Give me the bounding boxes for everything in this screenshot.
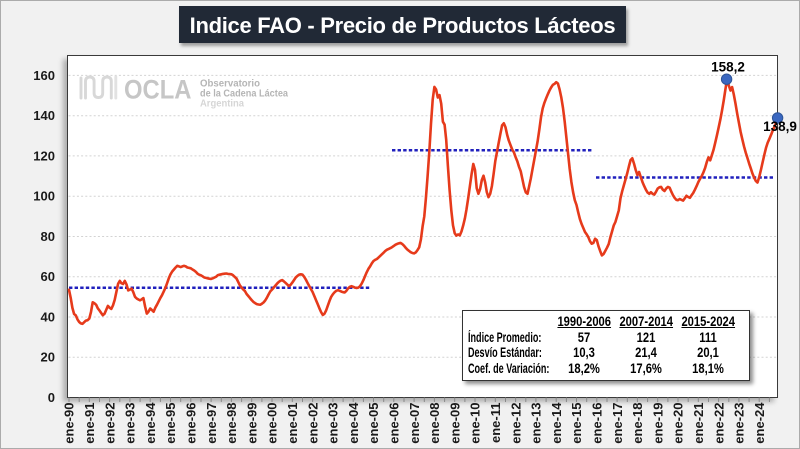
svg-text:158,2: 158,2 [711, 60, 745, 75]
svg-text:ene-94: ene-94 [143, 402, 158, 444]
svg-text:ene-15: ene-15 [569, 403, 584, 444]
svg-text:ene-19: ene-19 [650, 403, 665, 444]
svg-text:ene-21: ene-21 [691, 403, 706, 444]
svg-text:138,9: 138,9 [763, 119, 797, 134]
svg-text:120: 120 [33, 148, 55, 163]
svg-text:60: 60 [41, 269, 55, 284]
svg-text:ene-11: ene-11 [488, 403, 503, 443]
svg-text:ene-06: ene-06 [387, 403, 402, 444]
svg-text:ene-98: ene-98 [224, 403, 239, 444]
svg-text:ene-14: ene-14 [549, 402, 564, 444]
svg-text:ene-01: ene-01 [285, 403, 300, 444]
svg-text:ene-95: ene-95 [163, 403, 178, 444]
svg-text:ene-90: ene-90 [62, 403, 77, 444]
svg-text:ene-10: ene-10 [468, 403, 483, 444]
svg-text:ene-22: ene-22 [711, 403, 726, 444]
svg-text:ene-16: ene-16 [590, 403, 605, 444]
svg-text:ene-08: ene-08 [427, 403, 442, 444]
svg-text:ene-03: ene-03 [326, 403, 341, 444]
svg-text:ene-09: ene-09 [447, 403, 462, 444]
svg-text:140: 140 [33, 108, 55, 123]
svg-text:ene-23: ene-23 [732, 403, 747, 444]
svg-text:20: 20 [41, 350, 55, 365]
svg-text:Observatorio: Observatorio [200, 79, 260, 90]
svg-text:ene-18: ene-18 [630, 403, 645, 444]
svg-text:ene-20: ene-20 [671, 403, 686, 444]
svg-text:ene-17: ene-17 [610, 403, 625, 444]
svg-text:ene-05: ene-05 [366, 403, 381, 444]
svg-text:ene-04: ene-04 [346, 402, 361, 444]
svg-text:ene-93: ene-93 [123, 403, 138, 444]
svg-text:de la Cadena Láctea: de la Cadena Láctea [200, 89, 288, 100]
svg-text:160: 160 [33, 68, 55, 83]
svg-text:ene-96: ene-96 [184, 403, 199, 444]
svg-text:ene-97: ene-97 [204, 403, 219, 444]
svg-text:0: 0 [48, 390, 55, 405]
svg-text:ene-02: ene-02 [305, 403, 320, 444]
svg-text:ene-12: ene-12 [508, 403, 523, 444]
svg-text:Argentina: Argentina [200, 99, 244, 110]
svg-text:ene-92: ene-92 [102, 403, 117, 444]
svg-text:100: 100 [33, 189, 55, 204]
svg-text:80: 80 [41, 229, 55, 244]
svg-text:OCLA: OCLA [124, 75, 192, 105]
svg-text:40: 40 [41, 310, 55, 325]
svg-text:ene-13: ene-13 [529, 403, 544, 444]
svg-text:ene-07: ene-07 [407, 403, 422, 444]
svg-text:ene-24: ene-24 [752, 402, 767, 444]
svg-text:ene-99: ene-99 [244, 403, 259, 444]
svg-text:ene-00: ene-00 [265, 403, 280, 444]
svg-text:ene-91: ene-91 [82, 403, 97, 444]
